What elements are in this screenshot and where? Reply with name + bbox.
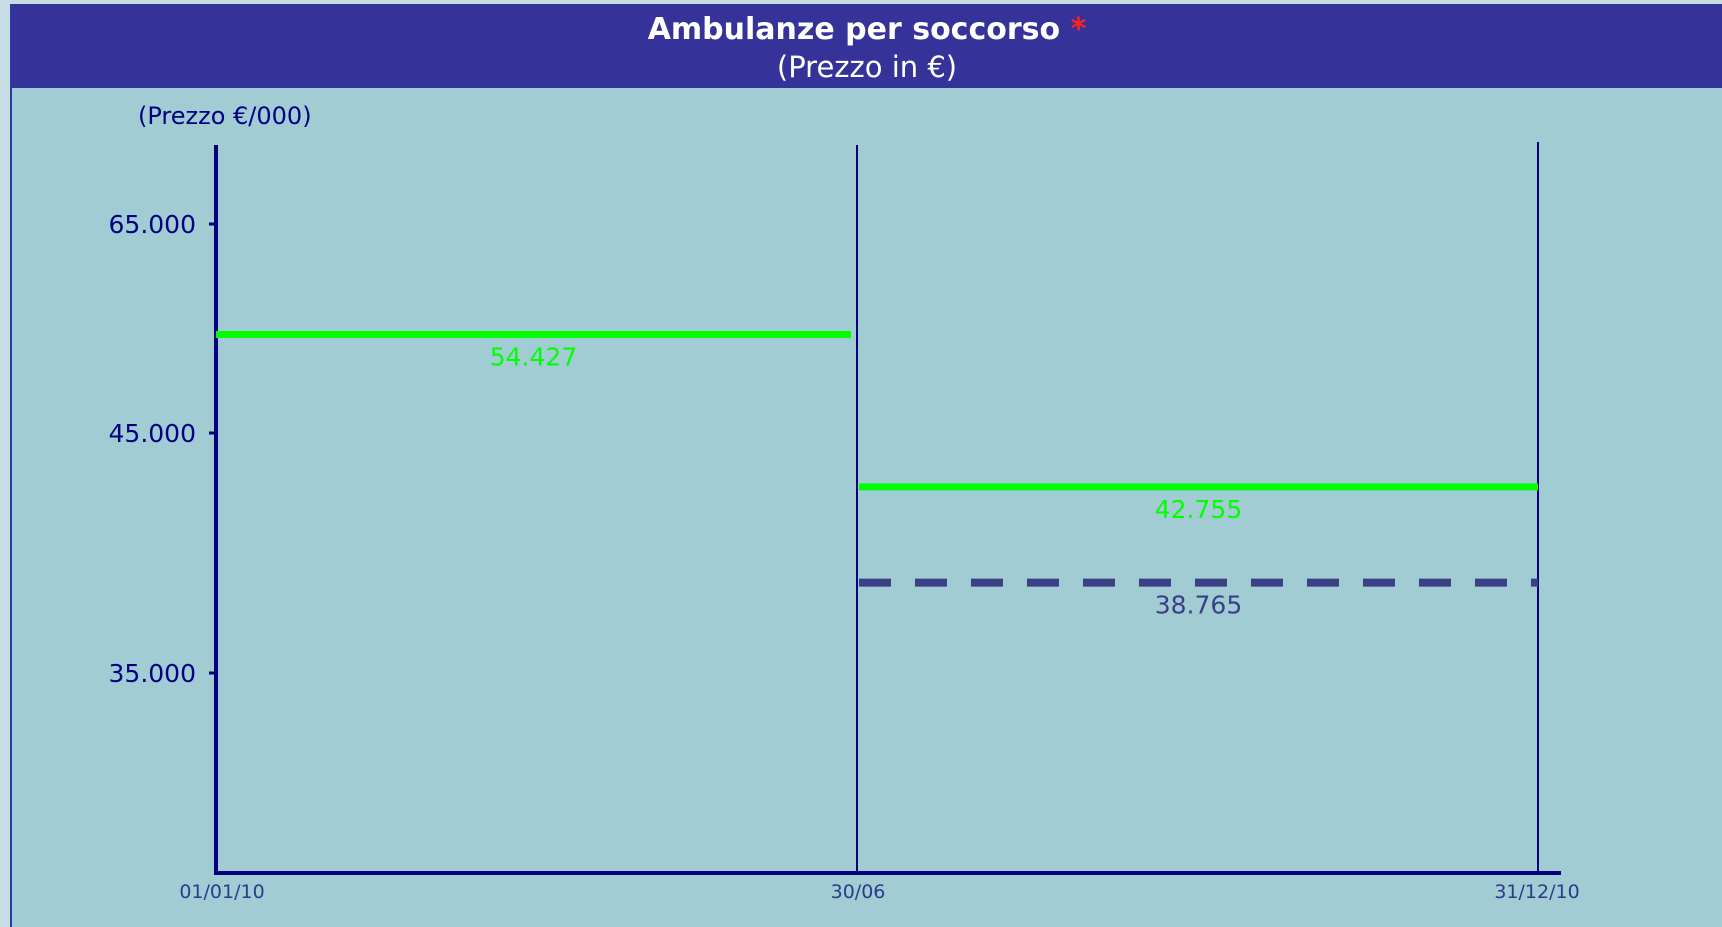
chart-subtitle: (Prezzo in €) <box>776 50 958 84</box>
y-axis-label: (Prezzo €/000) <box>138 102 312 130</box>
data-label: 42.755 <box>1155 495 1242 524</box>
x-tick-label: 01/01/10 <box>179 881 264 903</box>
x-tick-label: 31/12/10 <box>1494 881 1579 903</box>
x-tick-label: 30/06 <box>831 881 886 903</box>
y-tick-label: 45.000 <box>109 419 196 448</box>
y-tick-label: 65.000 <box>109 210 196 239</box>
title-text: Ambulanze per soccorso <box>647 12 1061 47</box>
data-label: 54.427 <box>490 342 577 371</box>
chart-title: Ambulanze per soccorso * <box>12 12 1722 47</box>
chart-header: Ambulanze per soccorso * (Prezzo in €) <box>12 4 1722 88</box>
chart-frame: Ambulanze per soccorso * (Prezzo in €) <box>10 4 1722 927</box>
data-label: 38.765 <box>1155 591 1242 620</box>
y-tick-label: 35.000 <box>109 659 196 688</box>
title-marker: * <box>1070 12 1087 47</box>
